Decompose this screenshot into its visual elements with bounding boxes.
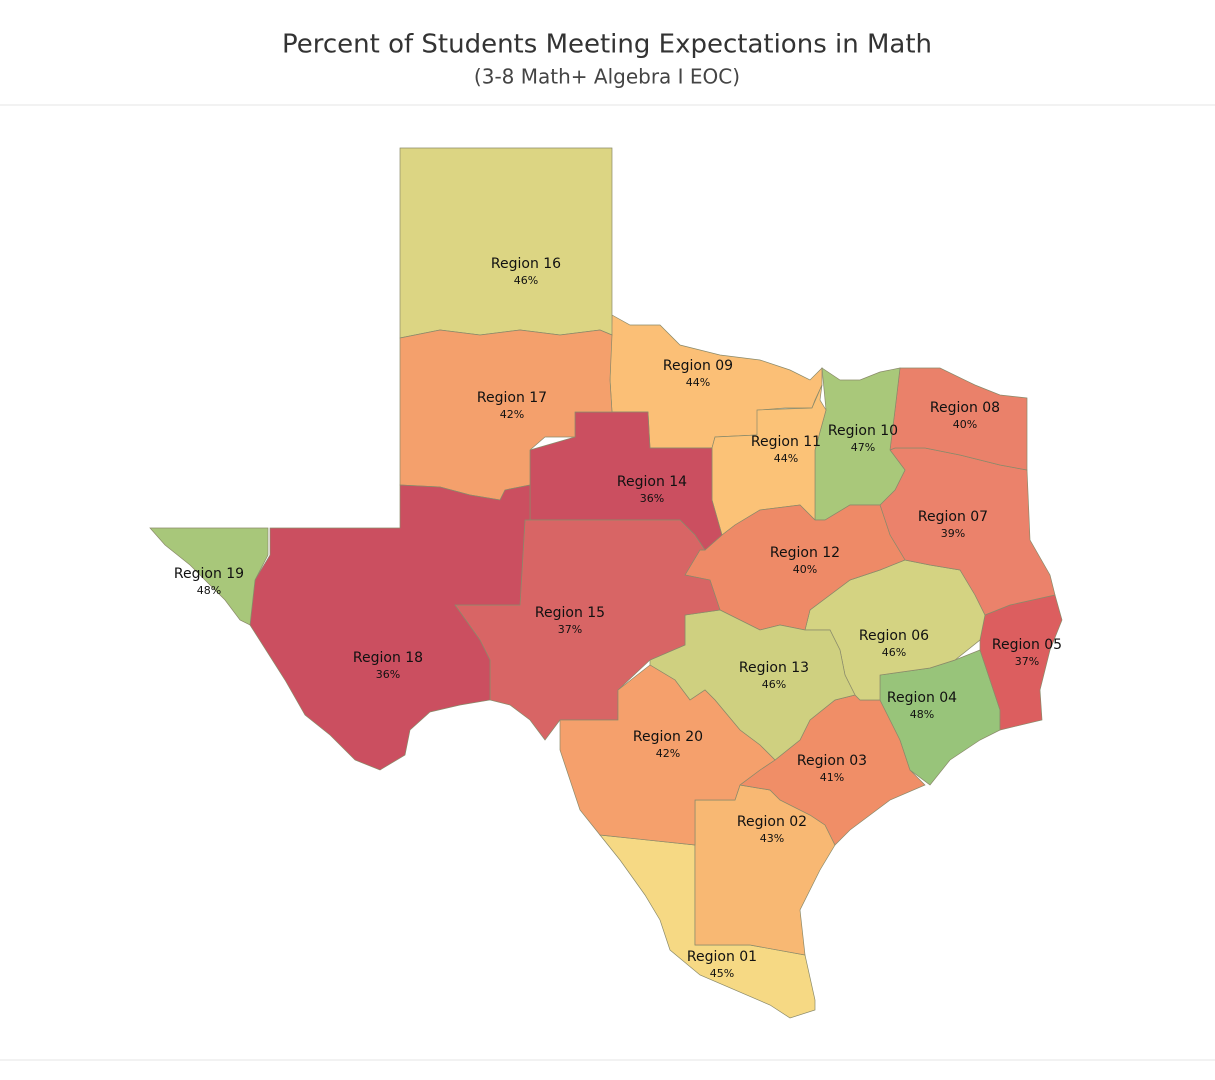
region-labels: Region 01 45% Region 02 43% Region 03 41% Regi… [174,256,1062,980]
title: Percent of Students Meeting Expectations… [282,30,932,60]
region-value: 45% [710,967,734,980]
region-name: Region 15 [535,605,605,621]
region-name: Region 12 [770,545,840,561]
region-value: 46% [882,646,906,659]
region-value: 48% [910,708,934,721]
region-value: 47% [851,441,875,454]
subtitle: (3-8 Math+ Algebra I EOC) [474,65,740,89]
regions [149,147,1063,1019]
region-name: Region 03 [797,753,867,769]
region-name: Region 16 [491,256,561,272]
region-value: 46% [762,678,786,691]
region-name: Region 02 [737,814,807,830]
region [249,484,531,771]
region-name: Region 08 [930,400,1000,416]
region-name: Region 13 [739,660,809,676]
region-value: 41% [820,771,844,784]
region-name: Region 01 [687,949,757,965]
region-name: Region 10 [828,423,898,439]
region-value: 42% [656,747,680,760]
region-value: 37% [1015,655,1039,668]
region [559,664,776,846]
region-value: 36% [640,492,664,505]
region-value: 48% [197,584,221,597]
region-name: Region 18 [353,650,423,666]
region-value: 36% [376,668,400,681]
region-name: Region 06 [859,628,929,644]
region-name: Region 09 [663,358,733,374]
region-value: 42% [500,408,524,421]
region [149,527,269,626]
region-name: Region 17 [477,390,547,406]
region-value: 40% [953,418,977,431]
region-value: 44% [774,452,798,465]
region-value: 39% [941,527,965,540]
region-name: Region 04 [887,690,957,706]
region-value: 44% [686,376,710,389]
region-value: 46% [514,274,538,287]
region-name: Region 07 [918,509,988,525]
region [879,649,1001,786]
region-value: 40% [793,563,817,576]
region-value: 37% [558,623,582,636]
region-name: Region 14 [617,474,687,490]
region-name: Region 05 [992,637,1062,653]
region-name: Region 20 [633,729,703,745]
region [399,147,613,339]
region-name: Region 19 [174,566,244,582]
region-name: Region 11 [751,434,821,450]
region-value: 43% [760,832,784,845]
